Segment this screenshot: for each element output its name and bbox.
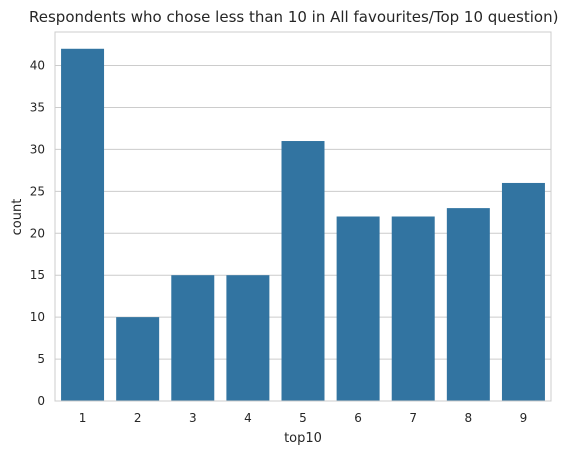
x-tick-label: 9 [520, 411, 528, 425]
y-tick-label: 10 [30, 310, 45, 324]
bar-3 [171, 275, 215, 401]
x-tick-label: 1 [79, 411, 87, 425]
bar-1 [61, 48, 105, 401]
x-tick-label: 5 [299, 411, 307, 425]
y-tick-label: 35 [30, 100, 45, 114]
chart-title: Respondents who chose less than 10 in Al… [29, 8, 558, 26]
y-tick-label: 0 [37, 394, 45, 408]
bars [61, 48, 545, 402]
y-tick-labels: 0 5 10 15 20 25 30 35 40 [30, 59, 45, 408]
bar-9 [501, 182, 545, 401]
bar-4 [226, 275, 270, 401]
y-tick-label: 20 [30, 226, 45, 240]
y-tick-label: 25 [30, 184, 45, 198]
x-tick-label: 7 [409, 411, 417, 425]
bar-8 [446, 208, 490, 401]
x-tick-label: 3 [189, 411, 197, 425]
y-tick-label: 15 [30, 268, 45, 282]
bar-6 [336, 216, 380, 401]
bar-7 [391, 216, 435, 401]
x-tick-label: 2 [134, 411, 142, 425]
y-tick-label: 30 [30, 142, 45, 156]
x-tick-label: 6 [354, 411, 362, 425]
bar-2 [116, 317, 160, 401]
x-tick-label: 4 [244, 411, 252, 425]
y-tick-label: 40 [30, 59, 45, 73]
bar-5 [281, 141, 325, 402]
y-axis-label: count [10, 199, 25, 236]
y-tick-label: 5 [37, 352, 45, 366]
x-tick-label: 8 [465, 411, 473, 425]
x-axis-label: top10 [284, 431, 322, 446]
x-tick-labels: 1 2 3 4 5 6 7 8 9 [79, 411, 528, 425]
plot-frame [54, 31, 552, 402]
